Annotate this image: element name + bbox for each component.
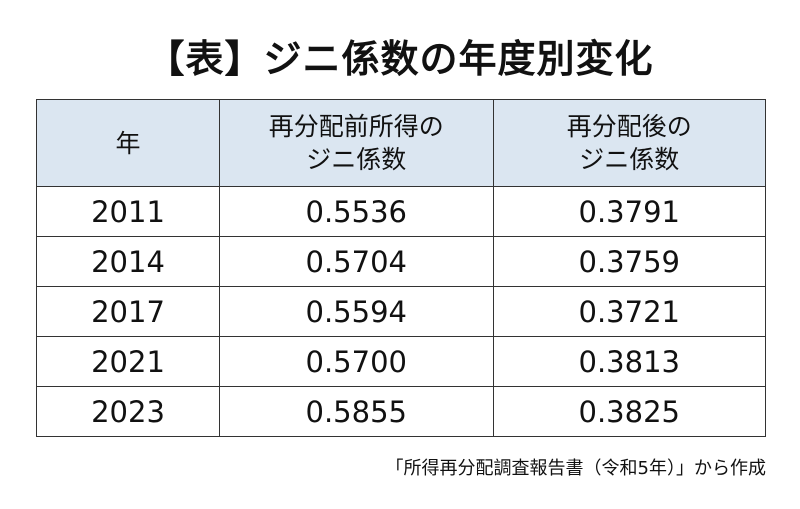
data-table: 年再分配前所得の ジニ係数 再分配後の ジニ係数 2011 0.5536 0.3791 20… <box>35 99 766 437</box>
table-cell: 0.3825 <box>492 386 766 437</box>
table-cell: 2011 <box>35 186 221 237</box>
header-cell: 再分配前所得の ジニ係数 <box>219 99 494 187</box>
table-cell: 2014 <box>35 236 221 287</box>
table-row: 2017 0.5594 0.3721 <box>35 286 766 337</box>
table-cell: 0.3721 <box>492 286 766 337</box>
table-cell: 0.5704 <box>219 236 494 287</box>
table-row: 2014 0.5704 0.3759 <box>35 236 766 287</box>
title: 【表】ジニ係数の年度別変化 <box>146 37 654 81</box>
table-body: 2011 0.5536 0.3791 2014 0.5704 0.3759 2017 0.55… <box>35 186 766 437</box>
header-row: 年再分配前所得の ジニ係数 再分配後の ジニ係数 <box>35 99 766 187</box>
table-cell: 0.5700 <box>219 336 494 387</box>
table-cell: 2017 <box>35 286 221 337</box>
table-cell: 0.5536 <box>219 186 494 237</box>
table-cell: 2023 <box>35 386 221 437</box>
table-cell: 0.3791 <box>492 186 766 237</box>
header-cell: 年 <box>35 99 221 187</box>
source-note: 「所得再分配調査報告書（令和5年）」から作成 <box>385 458 766 479</box>
table-cell: 2021 <box>35 336 221 387</box>
header-cell: 再分配後の ジニ係数 <box>492 99 766 187</box>
table-row: 2021 0.5700 0.3813 <box>35 336 766 387</box>
header-text: 再分配前所得の <box>268 112 444 141</box>
table-cell: 0.5855 <box>219 386 494 437</box>
header-text: 年 <box>115 128 141 158</box>
table-row: 2023 0.5855 0.3825 <box>35 386 766 437</box>
header-text: ジニ係数 <box>579 145 680 174</box>
table-cell: 0.3759 <box>492 236 766 287</box>
table-row: 2011 0.5536 0.3791 <box>35 186 766 237</box>
table-cell: 0.3813 <box>492 336 766 387</box>
table-cell: 0.5594 <box>219 286 494 337</box>
header-text: ジニ係数 <box>306 145 407 174</box>
header-text: 再分配後の <box>566 112 692 141</box>
